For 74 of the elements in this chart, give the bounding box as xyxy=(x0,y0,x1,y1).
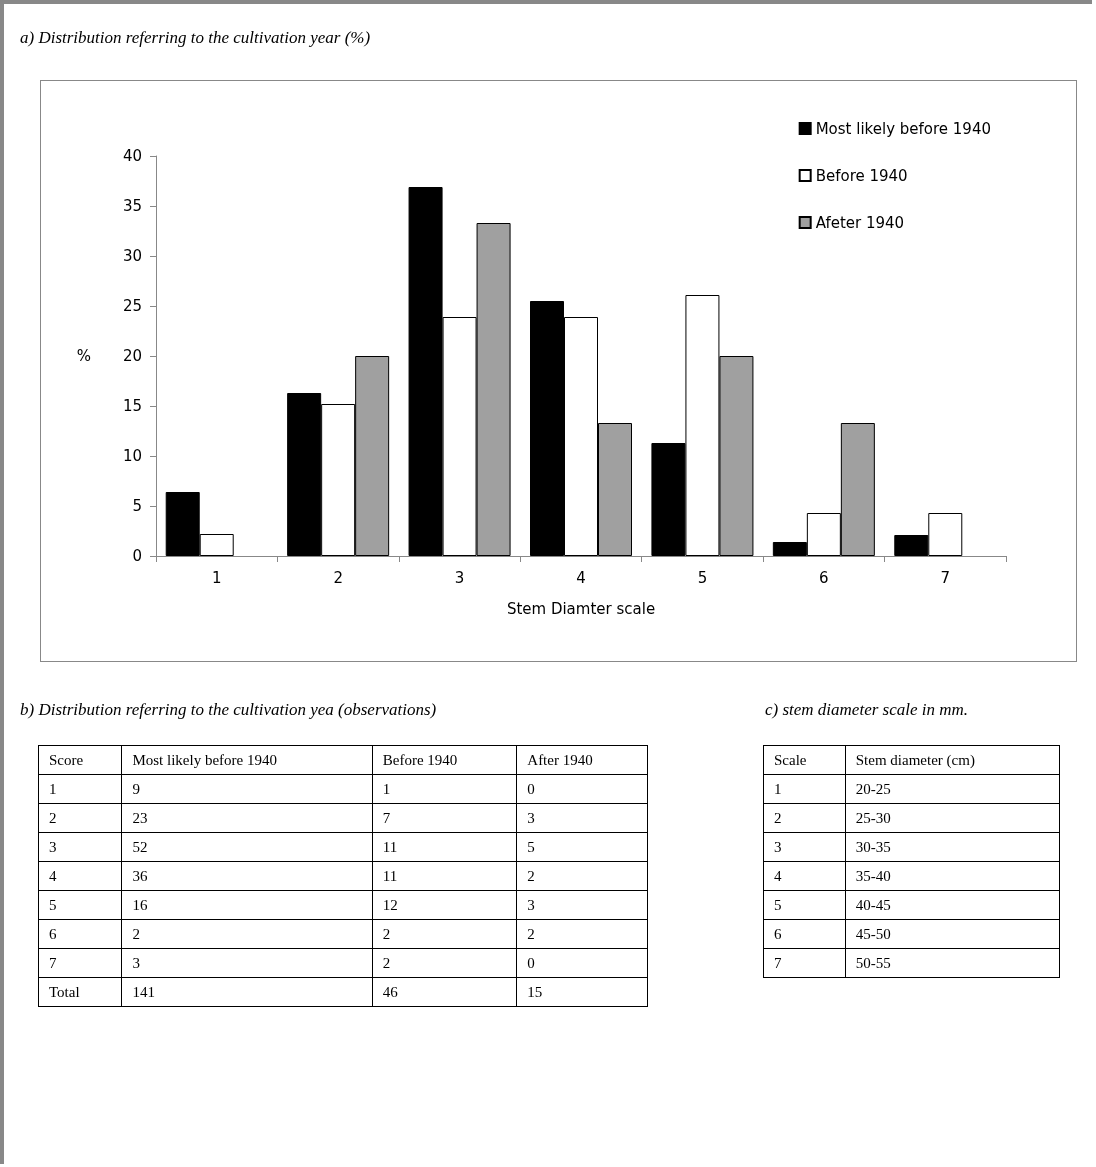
y-axis-title: Scale xyxy=(763,745,846,775)
data-label: 16 xyxy=(121,890,373,920)
y-tick-label: 4 xyxy=(763,861,846,891)
text: 45-50 xyxy=(855,925,891,942)
text: 25-30 xyxy=(855,809,891,826)
y-tick-label: 2 xyxy=(38,803,122,833)
chart-title: a) Distribution referring to the cultivation year (%) xyxy=(20,28,371,48)
y-tick-label: 40 xyxy=(122,147,142,165)
legend-label: Most likely before 1940 xyxy=(815,119,991,138)
legend-label: Before 1940 xyxy=(815,166,908,185)
y-tick-label: 20 xyxy=(122,347,142,365)
x-tick-label: 5 xyxy=(697,568,708,587)
y-tick-label: 3 xyxy=(38,832,122,862)
y-tick-label: 2 xyxy=(763,803,846,833)
y-tick-label: 30 xyxy=(122,247,142,265)
chart-title: b) Distribution referring to the cultivation yea (observations) xyxy=(20,700,437,720)
legend-label: Afeter 1940 xyxy=(815,213,905,232)
y-axis-title: % xyxy=(76,347,91,365)
data-label: 2 xyxy=(372,948,517,978)
y-tick-label: 7 xyxy=(38,948,122,978)
y-tick-label: Total xyxy=(38,977,122,1007)
y-tick-label: 0 xyxy=(132,547,142,565)
x-tick-label: Before 1940 xyxy=(372,745,517,775)
text: 50-55 xyxy=(855,954,891,971)
x-tick-label: 2 xyxy=(333,568,343,587)
data-label: 11 xyxy=(372,832,517,862)
data-label: 3 xyxy=(516,890,648,920)
data-label: 0 xyxy=(516,774,648,804)
x-tick-label: Most likely before 1940 xyxy=(121,745,373,775)
data-label: 0 xyxy=(516,948,648,978)
data-label: 12 xyxy=(372,890,517,920)
y-tick-label: 7 xyxy=(763,948,846,978)
y-tick-label: 6 xyxy=(763,919,846,949)
data-label: 2 xyxy=(516,919,648,949)
x-tick-label: After 1940 xyxy=(516,745,648,775)
data-label: 15 xyxy=(516,977,648,1007)
y-tick-label: 5 xyxy=(763,890,846,920)
data-label: 9 xyxy=(121,774,373,804)
data-label: 36 xyxy=(121,861,373,891)
data-label: 7 xyxy=(372,803,517,833)
text: 20-25 xyxy=(855,780,891,797)
data-label: 11 xyxy=(372,861,517,891)
chart-title: c) stem diameter scale in mm. xyxy=(765,700,969,720)
y-tick-label: 10 xyxy=(122,447,142,465)
data-label: 52 xyxy=(121,832,373,862)
y-tick-label: 6 xyxy=(38,919,122,949)
x-tick-label: 6 xyxy=(819,568,829,587)
y-tick-label: 1 xyxy=(763,774,846,804)
data-label: 46 xyxy=(372,977,517,1007)
x-tick-label: 4 xyxy=(576,568,586,587)
data-label: 5 xyxy=(516,832,648,862)
y-tick-label: 35 xyxy=(122,197,142,215)
x-tick-label: 7 xyxy=(940,568,951,587)
x-axis-title: Stem Diamter scale xyxy=(506,599,656,618)
y-tick-label: 4 xyxy=(38,861,122,891)
y-tick-label: 3 xyxy=(763,832,846,862)
text: 40-45 xyxy=(855,896,891,913)
x-tick-label: 1 xyxy=(211,568,222,587)
text: 35-40 xyxy=(855,867,891,884)
y-tick-label: 15 xyxy=(122,397,142,415)
text: 30-35 xyxy=(855,838,891,855)
data-label: 23 xyxy=(121,803,373,833)
y-tick-label: 1 xyxy=(38,774,122,804)
data-label: 2 xyxy=(516,861,648,891)
y-tick-label: 5 xyxy=(132,497,142,515)
x-tick-label: Stem diameter (cm) xyxy=(845,745,1060,775)
x-tick-label: 3 xyxy=(454,568,465,587)
y-tick-label: 25 xyxy=(122,297,142,315)
y-axis-title: Score xyxy=(38,745,122,775)
data-label: 2 xyxy=(372,919,517,949)
data-label: 141 xyxy=(121,977,373,1007)
data-label: 1 xyxy=(372,774,517,804)
data-label: 3 xyxy=(516,803,648,833)
y-tick-label: 5 xyxy=(38,890,122,920)
